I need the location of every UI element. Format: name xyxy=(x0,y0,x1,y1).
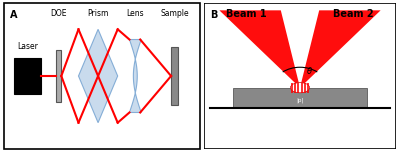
Text: Laser: Laser xyxy=(17,42,38,51)
Bar xyxy=(291,83,293,93)
Bar xyxy=(307,83,309,93)
Polygon shape xyxy=(300,10,381,88)
Text: θ: θ xyxy=(307,67,312,76)
Polygon shape xyxy=(78,29,118,123)
Bar xyxy=(233,88,367,108)
Text: Sample: Sample xyxy=(160,9,189,18)
Text: |p|: |p| xyxy=(296,97,304,103)
Bar xyxy=(298,83,299,93)
Text: Beam 1: Beam 1 xyxy=(226,9,266,19)
Text: Prism: Prism xyxy=(87,9,109,18)
Text: A: A xyxy=(10,10,17,20)
Polygon shape xyxy=(219,10,300,88)
Text: Lens: Lens xyxy=(126,9,144,18)
Text: Beam 2: Beam 2 xyxy=(334,9,374,19)
Bar xyxy=(301,83,302,93)
Bar xyxy=(294,83,296,93)
Bar xyxy=(171,47,178,105)
Ellipse shape xyxy=(290,83,310,93)
Polygon shape xyxy=(130,40,141,112)
Text: DOE: DOE xyxy=(51,9,67,18)
Text: B: B xyxy=(210,10,217,20)
Bar xyxy=(304,83,306,93)
Bar xyxy=(56,50,61,102)
Bar xyxy=(14,59,41,93)
